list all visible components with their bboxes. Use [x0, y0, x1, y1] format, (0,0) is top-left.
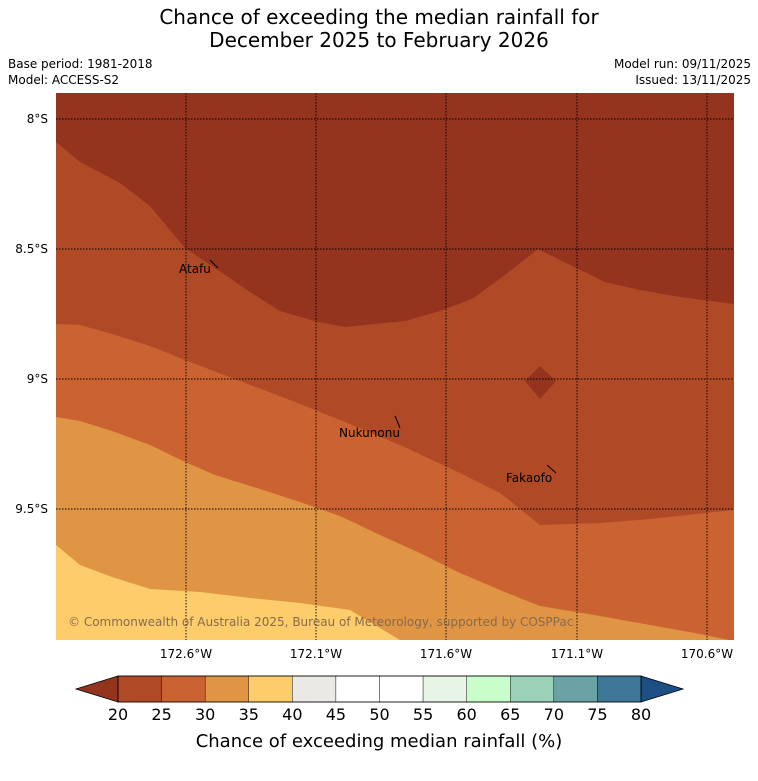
lat-label: 9°S	[27, 372, 48, 386]
colorbar-tick-label: 45	[326, 705, 346, 724]
colorbar-tick-label: 20	[108, 705, 128, 724]
colorbar-tick-label: 55	[413, 705, 433, 724]
colorbar-tick-label: 25	[151, 705, 171, 724]
colorbar-tick-label: 75	[587, 705, 607, 724]
lon-label: 170.6°W	[681, 647, 733, 661]
colorbar-tick-label: 60	[456, 705, 476, 724]
fakaofo-marker	[546, 464, 557, 474]
place-label-nukunonu: Nukunonu	[339, 426, 400, 440]
colorbar-label: Chance of exceeding median rainfall (%)	[196, 731, 563, 752]
issued-text: Issued: 13/11/2025	[635, 73, 751, 87]
rainfall-map	[56, 93, 734, 640]
lon-label: 172.1°W	[290, 647, 342, 661]
colorbar-segment	[466, 675, 511, 703]
lat-label: 9.5°S	[15, 502, 48, 516]
colorbar-segment	[204, 675, 249, 703]
colorbar-segment	[597, 675, 642, 703]
colorbar-segment	[117, 675, 162, 703]
colorbar-over-arrow	[640, 675, 685, 703]
lat-label: 8.5°S	[15, 242, 48, 256]
colorbar-tick-labels: 20 25 30 35 40 45 50 55 60 65 70 75 80	[108, 705, 651, 724]
colorbar	[74, 675, 685, 703]
colorbar-segment	[292, 675, 337, 703]
island-markers	[209, 259, 557, 474]
colorbar-tick-label: 65	[500, 705, 520, 724]
colorbar-frame	[117, 675, 642, 703]
colorbar-tick-label: 70	[544, 705, 564, 724]
colorbar-segment	[379, 675, 424, 703]
region-35-40	[56, 545, 400, 640]
lon-label: 172.6°W	[160, 647, 212, 661]
map-title-line-1: Chance of exceeding the median rainfall …	[159, 5, 599, 29]
colorbar-tick-label: 50	[369, 705, 389, 724]
place-label-fakaofo: Fakaofo	[506, 471, 552, 485]
copyright-notice: © Commonwealth of Australia 2025, Bureau…	[68, 615, 573, 629]
place-label-atafu: Atafu	[179, 262, 211, 276]
colorbar-segment	[335, 675, 380, 703]
model-text: Model: ACCESS-S2	[8, 73, 120, 87]
longitude-labels: 172.6°W 172.1°W 171.6°W 171.1°W 170.6°W	[160, 647, 733, 661]
region-30-35	[56, 417, 734, 640]
colorbar-segment	[248, 675, 293, 703]
lon-label: 171.6°W	[420, 647, 472, 661]
lon-label: 171.1°W	[551, 647, 603, 661]
colorbar-tick-label: 40	[282, 705, 302, 724]
nukunonu-marker	[394, 415, 401, 429]
colorbar-tick-label: 35	[239, 705, 259, 724]
colorbar-segment	[553, 675, 598, 703]
map-graticule	[56, 93, 734, 640]
latitude-labels: 8°S 8.5°S 9°S 9.5°S	[15, 112, 48, 516]
colorbar-tick-label: 80	[631, 705, 651, 724]
colorbar-under-arrow	[74, 675, 119, 703]
region-below-20-patch	[525, 366, 556, 399]
base-period-text: Base period: 1981-2018	[8, 57, 153, 71]
colorbar-tick-label: 30	[195, 705, 215, 724]
map-title-line-2: December 2025 to February 2026	[209, 28, 549, 52]
model-run-text: Model run: 09/11/2025	[613, 57, 751, 71]
atafu-marker	[209, 259, 219, 269]
colorbar-segment	[161, 675, 206, 703]
lat-label: 8°S	[27, 112, 48, 126]
colorbar-segment	[510, 675, 555, 703]
colorbar-segment	[422, 675, 467, 703]
